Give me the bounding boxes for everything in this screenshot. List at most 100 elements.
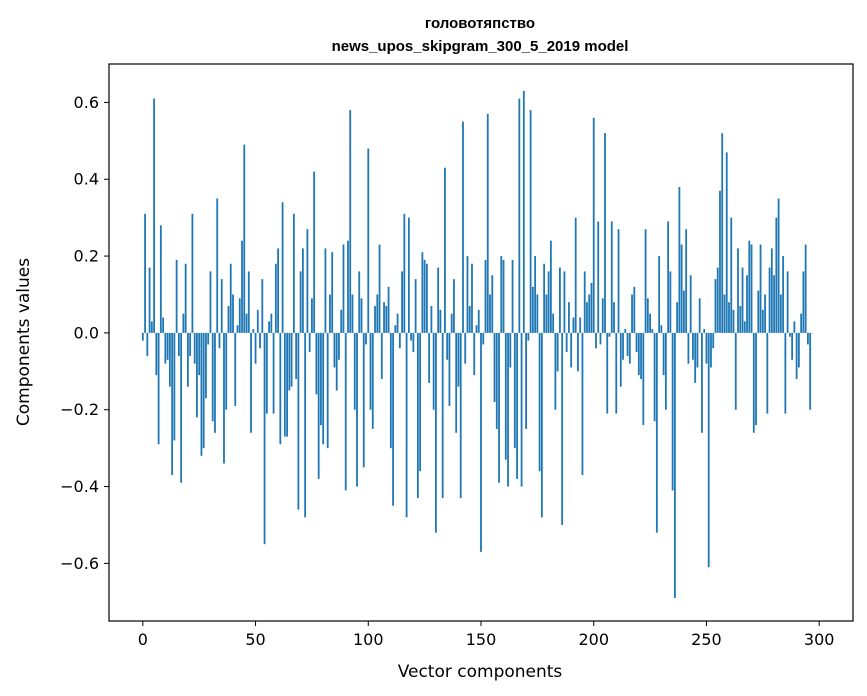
bar-241 (685, 229, 688, 333)
bar-81 (324, 248, 327, 333)
bar-178 (543, 263, 546, 333)
bar-270 (750, 244, 753, 333)
bar-44 (241, 240, 243, 333)
bar-187 (563, 271, 566, 333)
bar-199 (590, 282, 593, 333)
bar-221 (640, 332, 642, 379)
bar-186 (561, 332, 564, 525)
bar-121 (414, 279, 417, 333)
bar-35 (220, 279, 223, 333)
bar-244 (692, 332, 694, 360)
bar-142 (462, 121, 464, 333)
bar-149 (477, 309, 480, 333)
bars-group (141, 90, 814, 598)
bar-140 (457, 332, 460, 387)
bar-188 (565, 332, 568, 353)
bar-77 (315, 332, 318, 395)
bar-38 (227, 306, 230, 333)
bar-217 (631, 294, 633, 333)
x-axis-ticks: 0 50 100 150 200 250 300 (138, 621, 835, 649)
bar-205 (604, 133, 606, 333)
bar-207 (608, 332, 611, 337)
bar-151 (482, 332, 485, 345)
x-tick-label: 300 (804, 630, 835, 649)
bar-1 (144, 213, 146, 333)
bar-14 (173, 332, 176, 441)
bar-240 (683, 290, 685, 333)
x-tick-label: 200 (578, 630, 609, 649)
bar-21 (189, 332, 192, 356)
bar-274 (759, 244, 762, 333)
bar-208 (610, 221, 613, 333)
bar-75 (311, 298, 313, 333)
bar-280 (773, 275, 775, 333)
bar-99 (365, 332, 367, 345)
bar-4 (150, 321, 153, 333)
bar-295 (807, 332, 809, 345)
bar-147 (473, 332, 476, 376)
bar-279 (770, 248, 773, 333)
bar-256 (719, 190, 721, 333)
bar-66 (290, 332, 293, 387)
plot-frame (108, 63, 854, 622)
bar-285 (784, 332, 787, 414)
bar-218 (633, 286, 636, 333)
bar-214 (624, 329, 627, 333)
bar-276 (764, 294, 766, 333)
bar-79 (320, 332, 322, 426)
bar-176 (538, 332, 541, 472)
bar-238 (678, 186, 681, 333)
bar-107 (383, 302, 385, 333)
bar-41 (234, 332, 237, 406)
bar-195 (581, 332, 584, 476)
bar-290 (795, 332, 798, 379)
bar-278 (768, 267, 771, 333)
bar-216 (628, 332, 631, 364)
bar-288 (791, 332, 794, 360)
bar-219 (635, 332, 638, 353)
bar-61 (279, 332, 282, 445)
bar-91 (347, 240, 349, 333)
bar-164 (511, 259, 514, 333)
bar-73 (306, 229, 309, 333)
bar-252 (710, 332, 712, 368)
bar-226 (651, 329, 654, 333)
bar-159 (500, 256, 503, 333)
bar-203 (599, 332, 602, 345)
x-tick-label: 150 (466, 630, 497, 649)
bar-236 (673, 332, 676, 598)
bar-86 (335, 332, 338, 391)
bar-49 (252, 329, 255, 333)
bar-243 (689, 275, 692, 333)
bar-190 (570, 332, 573, 368)
bar-222 (642, 332, 645, 426)
bar-43 (238, 298, 241, 333)
bar-101 (369, 332, 372, 410)
x-axis-label: Vector components (398, 662, 563, 682)
bar-234 (669, 271, 672, 333)
bar-115 (401, 271, 403, 333)
bar-258 (723, 294, 726, 333)
bar-287 (788, 332, 791, 337)
bar-22 (191, 213, 194, 333)
bar-130 (435, 332, 437, 533)
bar-122 (416, 332, 419, 499)
bar-145 (468, 306, 471, 333)
bar-255 (716, 267, 719, 333)
bar-206 (606, 332, 609, 414)
bar-254 (714, 279, 717, 333)
bar-20 (187, 332, 189, 387)
bar-72 (304, 332, 307, 518)
bar-31 (211, 332, 214, 422)
bar-0 (141, 332, 144, 341)
bar-2 (146, 332, 149, 356)
y-axis-label: Components values (14, 258, 34, 426)
bar-249 (703, 329, 706, 333)
bar-227 (653, 332, 656, 422)
bar-15 (175, 259, 178, 333)
bar-63 (283, 332, 286, 437)
bar-242 (687, 332, 690, 364)
bar-169 (522, 90, 525, 333)
bar-76 (313, 171, 316, 333)
